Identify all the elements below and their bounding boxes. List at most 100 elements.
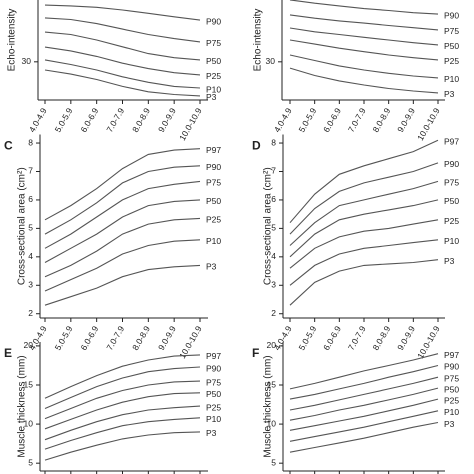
y-tick-label: 2 — [271, 308, 276, 318]
percentile-line — [289, 353, 439, 390]
x-tick-label: 9.0-9.9 — [156, 324, 178, 352]
percentile-line — [289, 27, 439, 46]
line-label: P75 — [206, 377, 221, 387]
x-tick-label: 5.0-5.9 — [296, 324, 318, 352]
percentile-line — [44, 180, 201, 249]
percentile-line — [44, 264, 201, 306]
y-tick-label: 7 — [28, 166, 33, 176]
percentile-line — [44, 199, 201, 263]
percentile-line — [289, 162, 439, 235]
x-tick-label: 7.0-7.9 — [104, 324, 126, 352]
line-label: P90 — [444, 159, 459, 169]
x-tick-label: 9.0-9.9 — [395, 324, 417, 352]
y-axis-label: Cross-sectional area (cm²) — [263, 167, 274, 285]
x-tick-label: 8.0-8.9 — [130, 106, 152, 134]
y-tick-label: 6 — [271, 194, 276, 204]
line-label: P75 — [444, 373, 459, 383]
percentile-line — [289, 239, 439, 286]
percentile-line — [44, 417, 201, 450]
percentile-line — [44, 405, 201, 441]
y-tick-label: 10 — [267, 418, 277, 428]
panel-letter: F — [252, 346, 259, 360]
y-axis-label: Muscle thickness (mm) — [17, 355, 28, 457]
y-tick-label: 10 — [24, 418, 34, 428]
percentile-line — [289, 139, 439, 224]
percentile-line — [289, 421, 439, 453]
y-tick-label: 30 — [266, 56, 276, 66]
y-tick-label: 2 — [28, 308, 33, 318]
line-label: P25 — [444, 56, 459, 66]
line-label: P97 — [206, 351, 221, 361]
y-tick-label: 5 — [28, 457, 33, 467]
y-tick-label: 3 — [271, 280, 276, 290]
percentile-line — [44, 217, 201, 278]
percentile-line — [44, 366, 201, 410]
line-label: P50 — [444, 41, 459, 51]
line-label: P97 — [444, 136, 459, 146]
y-tick-label: 7 — [271, 166, 276, 176]
percentile-line — [289, 180, 439, 246]
x-tick-label: 5.0-5.9 — [296, 106, 318, 134]
line-label: P75 — [206, 178, 221, 188]
percentile-line — [289, 39, 439, 61]
percentile-line — [44, 392, 201, 430]
line-label: P3 — [444, 256, 455, 266]
x-tick-label: 6.0-6.9 — [78, 106, 100, 134]
x-tick-label: 9.0-9.9 — [156, 106, 178, 134]
x-tick-label: 8.0-8.9 — [370, 106, 392, 134]
line-label: P10 — [444, 407, 459, 417]
percentile-line — [44, 69, 201, 97]
line-label: P90 — [206, 363, 221, 373]
x-tick-label: 6.0-6.9 — [321, 106, 343, 134]
percentile-line — [44, 380, 201, 420]
line-label: P3 — [444, 419, 455, 429]
line-label: P75 — [206, 38, 221, 48]
x-tick-label: 6.0-6.9 — [78, 324, 100, 352]
line-label: P90 — [444, 362, 459, 372]
x-tick-label: 10.0-10.9 — [415, 324, 442, 360]
line-label: P90 — [206, 162, 221, 172]
y-tick-label: 8 — [28, 137, 33, 147]
percentile-line — [289, 376, 439, 411]
line-label: P10 — [206, 84, 221, 94]
x-tick-label: 5.0-5.9 — [53, 106, 75, 134]
x-tick-label: 6.0-6.9 — [321, 324, 343, 352]
panel-letter: D — [252, 139, 261, 153]
percentile-line — [44, 59, 201, 89]
y-tick-label: 5 — [271, 457, 276, 467]
percentile-line — [44, 431, 201, 461]
x-tick-label: 8.0-8.9 — [370, 324, 392, 352]
line-label: P25 — [206, 402, 221, 412]
line-label: P10 — [444, 236, 459, 246]
percentile-line — [44, 354, 201, 399]
x-tick-label: 8.0-8.9 — [130, 324, 152, 352]
line-label: P97 — [206, 145, 221, 155]
line-label: P3 — [206, 92, 217, 102]
line-label: P25 — [444, 216, 459, 226]
y-tick-label: 15 — [24, 379, 34, 389]
line-label: P25 — [206, 215, 221, 225]
percentile-line — [44, 165, 201, 235]
line-label: P50 — [206, 389, 221, 399]
percentile-line — [289, 410, 439, 442]
line-label: P3 — [444, 89, 455, 99]
x-tick-label: 7.0-7.9 — [104, 106, 126, 134]
percentile-line — [289, 54, 439, 79]
percentile-line — [289, 199, 439, 258]
percentile-line — [44, 148, 201, 221]
line-label: P50 — [444, 384, 459, 394]
percentile-line — [289, 14, 439, 31]
line-label: P25 — [444, 395, 459, 405]
percentile-line — [44, 17, 201, 43]
line-label: P10 — [444, 74, 459, 84]
panel-letter: C — [4, 139, 13, 153]
x-tick-label: 9.0-9.9 — [395, 106, 417, 134]
y-axis-label: Echo-intensity — [253, 9, 264, 72]
y-tick-label: 5 — [28, 223, 33, 233]
y-tick-label: 4 — [28, 251, 33, 261]
percentile-line — [44, 4, 201, 21]
percentile-line — [289, 219, 439, 269]
percentile-line — [44, 239, 201, 292]
line-label: P97 — [444, 350, 459, 360]
